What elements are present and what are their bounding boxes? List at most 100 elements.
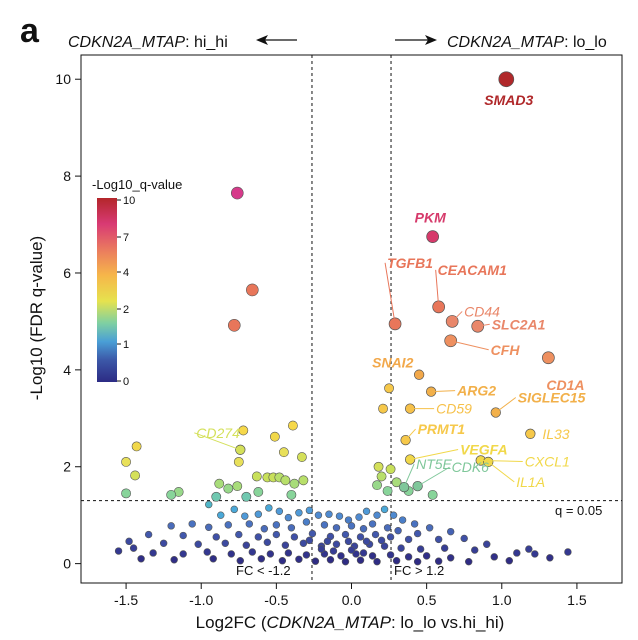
leader-nt5e <box>403 463 415 488</box>
y-tick-label: 0 <box>63 556 71 572</box>
leader-cdk6 <box>417 466 450 487</box>
data-point <box>385 464 396 475</box>
header-left-suffix: : hi_hi <box>185 34 228 51</box>
colorbar-tick-label: 4 <box>123 267 129 279</box>
data-point <box>223 483 234 494</box>
x-tick-label: 1.5 <box>567 592 587 608</box>
data-point <box>380 505 389 514</box>
data-point <box>137 555 145 563</box>
data-point <box>382 486 393 496</box>
data-point <box>298 475 309 486</box>
panel-letter: a <box>20 12 40 50</box>
data-point <box>446 554 455 562</box>
data-point <box>471 546 479 554</box>
label-vegfa: VEGFA <box>460 441 507 457</box>
data-point <box>205 523 213 531</box>
leader-ceacam1 <box>435 269 440 307</box>
data-point-pkm <box>426 230 439 244</box>
data-point <box>281 541 290 549</box>
colorbar-tick-label: 10 <box>123 195 135 207</box>
data-point <box>248 548 257 556</box>
fc-high-label: FC > 1.2 <box>394 563 444 578</box>
data-point <box>295 555 303 563</box>
data-point <box>299 539 308 547</box>
data-point <box>465 557 473 566</box>
data-point <box>422 552 431 560</box>
label-il1a: IL1A <box>516 474 545 490</box>
data-point <box>263 538 272 547</box>
data-point <box>525 545 533 553</box>
leader-il1a <box>487 461 515 483</box>
data-point-cd1a <box>542 351 555 365</box>
leader-tgfb1 <box>384 262 396 324</box>
data-point <box>121 488 131 499</box>
data-point <box>224 521 232 529</box>
data-point <box>131 441 142 452</box>
data-point <box>413 557 422 566</box>
data-point <box>377 536 386 545</box>
leader-cd274 <box>194 432 241 451</box>
data-point <box>373 461 384 472</box>
leader-cfh <box>450 340 489 351</box>
data-point <box>253 487 264 497</box>
data-point <box>392 557 401 565</box>
label-cd59: CD59 <box>436 401 472 417</box>
colorbar <box>97 198 117 382</box>
data-point <box>211 491 222 502</box>
data-point <box>230 505 238 514</box>
data-point <box>325 510 333 518</box>
data-point <box>287 420 298 431</box>
data-point-smad3 <box>498 71 515 88</box>
data-point <box>335 512 344 520</box>
label-cd274: CD274 <box>196 425 240 441</box>
fc-low-label: FC < -1.2 <box>236 563 291 578</box>
colorbar-title: -Log10_q-value <box>92 177 182 192</box>
data-point <box>356 556 365 564</box>
data-point <box>305 506 314 515</box>
leader-prmt1 <box>405 428 416 441</box>
data-point <box>380 542 389 550</box>
data-point <box>320 521 329 529</box>
label-siglec15: SIGLEC15 <box>518 389 586 405</box>
header-left-gene: CDKN2A_MTAP <box>68 34 185 51</box>
data-point <box>230 186 244 200</box>
data-point <box>269 431 280 442</box>
label-cfh: CFH <box>491 342 521 358</box>
data-point <box>326 556 335 564</box>
data-point <box>347 546 356 554</box>
data-point <box>373 511 381 519</box>
label-tgfb1: TGFB1 <box>387 255 433 271</box>
data-point <box>359 525 368 533</box>
data-point <box>302 551 311 559</box>
data-point <box>289 478 300 489</box>
data-point <box>397 544 405 552</box>
data-point <box>389 511 398 519</box>
data-point <box>483 540 491 548</box>
data-point <box>284 513 293 522</box>
x-tick-label: 1.0 <box>492 592 512 608</box>
data-point <box>368 520 377 528</box>
data-point <box>425 524 434 532</box>
data-point <box>434 557 443 565</box>
data-point <box>286 489 297 500</box>
data-point <box>257 555 266 563</box>
data-point <box>278 557 287 565</box>
data-point <box>308 529 317 538</box>
data-point <box>280 475 291 486</box>
label-il33: IL33 <box>542 426 569 442</box>
y-tick-label: 4 <box>63 362 71 378</box>
y-tick-label: 8 <box>63 168 71 184</box>
data-point <box>114 547 123 555</box>
data-point <box>236 557 244 565</box>
data-point <box>179 531 187 540</box>
data-point <box>238 425 249 436</box>
leader-cd44 <box>451 311 463 322</box>
x-axis-title-suffix: : lo_lo vs.hi_hi) <box>391 613 504 632</box>
header-right-label: CDKN2A_MTAP: lo_lo <box>447 34 607 51</box>
data-point <box>265 504 273 512</box>
points-layer <box>114 71 572 566</box>
label-smad3: SMAD3 <box>484 92 533 108</box>
label-cxcl1: CXCL1 <box>525 453 570 469</box>
